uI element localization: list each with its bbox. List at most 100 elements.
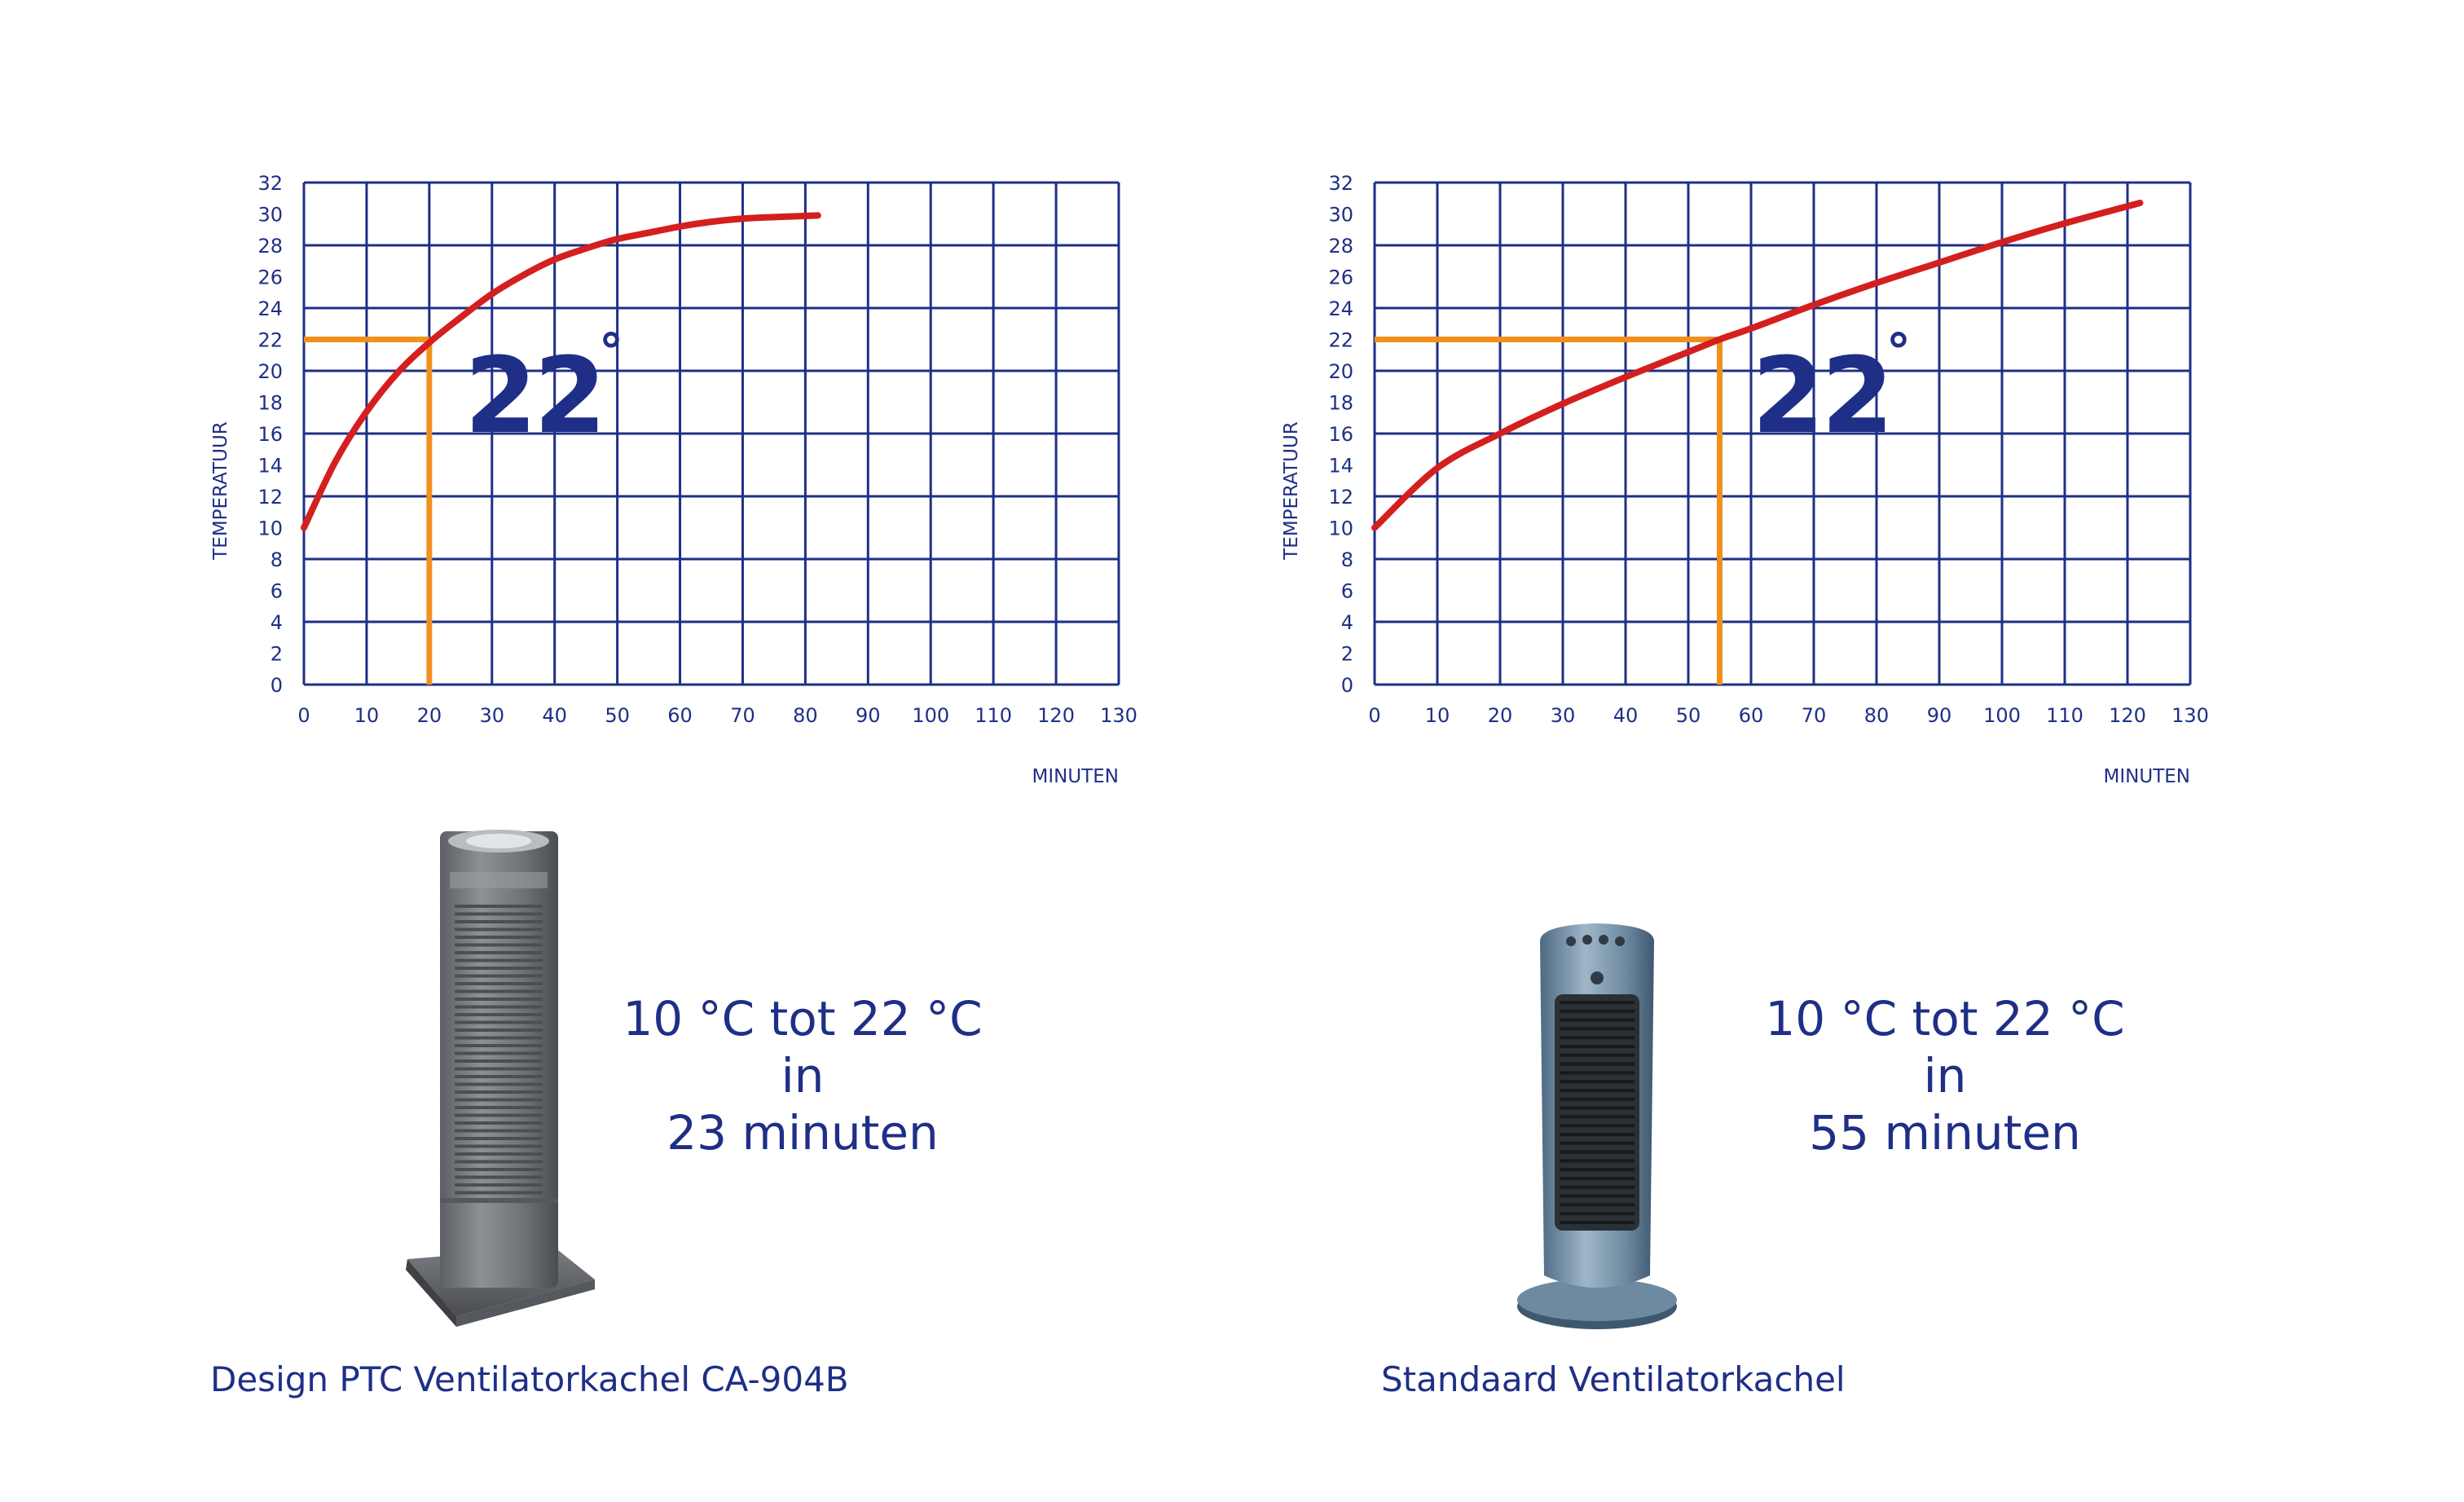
result-line-range: 10 °C tot 22 °C xyxy=(623,991,983,1046)
result-text-ptc: 10 °C tot 22 °C in 23 minuten xyxy=(591,990,1014,1161)
x-tick-label: 130 xyxy=(1100,704,1137,727)
grille-slat xyxy=(1560,1045,1635,1048)
result-line-in: in xyxy=(781,1048,825,1103)
annotation-22: 22 xyxy=(464,336,603,457)
result-line-in: in xyxy=(1923,1048,1967,1103)
grille-slat xyxy=(1560,1053,1635,1057)
x-tick-label: 90 xyxy=(856,704,881,727)
grille-slat xyxy=(1560,1221,1635,1224)
y-tick-label: 16 xyxy=(1328,423,1353,446)
result-line-minutes: 55 minuten xyxy=(1809,1105,2081,1161)
grille-slat xyxy=(1560,1106,1635,1110)
x-tick-label: 50 xyxy=(605,704,630,727)
grille-slat xyxy=(455,1144,543,1148)
grille-slat xyxy=(1560,1089,1635,1092)
y-tick-label: 8 xyxy=(271,548,283,571)
grille-slat xyxy=(455,958,543,962)
y-tick-label: 20 xyxy=(1328,360,1353,383)
grille-slat xyxy=(455,905,543,908)
x-tick-label: 120 xyxy=(1037,704,1075,727)
result-text-standard: 10 °C tot 22 °C in 55 minuten xyxy=(1733,990,2157,1161)
y-tick-label: 28 xyxy=(1328,235,1353,258)
x-tick-label: 90 xyxy=(1927,704,1952,727)
x-tick-label: 80 xyxy=(793,704,818,727)
y-tick-label: 0 xyxy=(1341,674,1353,697)
y-tick-label: 6 xyxy=(271,580,283,603)
grille-slat xyxy=(455,1075,543,1078)
result-line-minutes: 23 minuten xyxy=(667,1105,939,1161)
temperature-curve xyxy=(301,212,821,531)
y-tick-label: 0 xyxy=(271,674,283,697)
x-tick-label: 0 xyxy=(297,704,310,727)
x-tick-label: 110 xyxy=(975,704,1012,727)
x-tick-label: 30 xyxy=(1551,704,1576,727)
annotation-22: 22 xyxy=(1752,336,1890,457)
grille-slat xyxy=(1560,1212,1635,1216)
grille-slat xyxy=(455,1044,543,1047)
grille-slat xyxy=(1560,1159,1635,1163)
y-tick-label: 6 xyxy=(1341,580,1353,603)
y-tick-label: 10 xyxy=(257,518,283,540)
y-tick-label: 22 xyxy=(1328,329,1353,352)
y-axis-title: TEMPERATUUR xyxy=(1281,421,1302,561)
y-tick-label: 12 xyxy=(257,486,283,509)
x-tick-label: 70 xyxy=(1802,704,1827,727)
y-tick-label: 32 xyxy=(1328,172,1353,195)
grille-slat xyxy=(455,1005,543,1009)
y-tick-label: 30 xyxy=(1328,204,1353,227)
x-tick-label: 100 xyxy=(912,704,949,727)
y-tick-label: 26 xyxy=(257,266,283,289)
grille-slat xyxy=(455,982,543,985)
grille-slat xyxy=(455,1160,543,1164)
x-tick-label: 10 xyxy=(354,704,380,727)
temperature-curve xyxy=(1371,200,2144,531)
grille-slat xyxy=(1560,1071,1635,1075)
x-tick-label: 100 xyxy=(1983,704,2021,727)
grille-slat xyxy=(1560,1009,1635,1013)
grille-slat xyxy=(455,1098,543,1102)
x-tick-label: 80 xyxy=(1864,704,1890,727)
grille-slat xyxy=(1560,1150,1635,1154)
grille-slat xyxy=(1560,1124,1635,1128)
grille-slat xyxy=(1560,1036,1635,1040)
grille-slat xyxy=(1560,1168,1635,1172)
y-tick-label: 30 xyxy=(257,204,283,227)
y-tick-label: 24 xyxy=(1328,297,1353,320)
x-tick-label: 30 xyxy=(479,704,504,727)
grille-slat xyxy=(1560,1194,1635,1198)
y-tick-label: 16 xyxy=(257,423,283,446)
grille-slat xyxy=(455,1183,543,1187)
grille-slat xyxy=(455,998,543,1001)
grille-slat xyxy=(455,1082,543,1086)
y-tick-label: 18 xyxy=(257,392,283,415)
grille-slat xyxy=(455,1113,543,1117)
grille-slat xyxy=(455,912,543,916)
y-tick-label: 24 xyxy=(257,297,283,320)
grille-slat xyxy=(1560,1177,1635,1180)
y-tick-label: 2 xyxy=(1341,643,1353,666)
grille-slat xyxy=(1560,1080,1635,1084)
grille-slat xyxy=(455,936,543,939)
x-axis-title: MINUTEN xyxy=(2104,766,2190,787)
grille-slat xyxy=(455,1059,543,1063)
grille-slat xyxy=(455,1129,543,1133)
product-caption-standard: Standaard Ventilatorkachel xyxy=(1381,1359,1846,1399)
y-tick-label: 4 xyxy=(271,611,283,634)
grille-slat xyxy=(1560,1203,1635,1207)
grille-slat xyxy=(1560,1001,1635,1004)
grille-slat xyxy=(455,1121,543,1125)
grille-slat xyxy=(455,1175,543,1179)
y-tick-label: 28 xyxy=(257,235,283,258)
y-tick-label: 4 xyxy=(1341,611,1353,634)
grille-slat xyxy=(1560,1018,1635,1022)
x-tick-label: 110 xyxy=(2046,704,2083,727)
tower-fan-heater-icon xyxy=(406,830,595,1327)
annotation-degree: ° xyxy=(599,324,623,381)
x-tick-label: 40 xyxy=(542,704,567,727)
standard-fan-heater-icon xyxy=(1517,923,1677,1329)
annotation-degree: ° xyxy=(1886,324,1911,381)
grille-slat xyxy=(1560,1133,1635,1136)
x-tick-label: 60 xyxy=(1739,704,1764,727)
y-tick-label: 10 xyxy=(1328,518,1353,540)
